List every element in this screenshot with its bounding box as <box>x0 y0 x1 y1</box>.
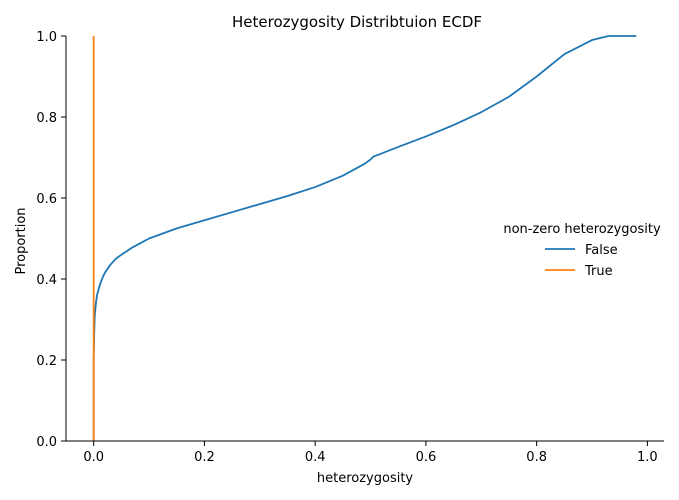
y-tick-label: 0.2 <box>36 354 57 369</box>
x-axis-label: heterozygosity <box>317 471 414 486</box>
y-tick-label: 0.8 <box>36 111 57 126</box>
y-tick-label: 1.0 <box>36 30 57 45</box>
legend-title: non-zero heterozygosity <box>503 222 661 237</box>
x-tick-label: 0.6 <box>416 450 437 465</box>
x-tick-label: 0.2 <box>194 450 215 465</box>
series-line-false <box>92 35 637 441</box>
y-ticks: 0.0 0.2 0.4 0.6 0.8 1.0 <box>36 30 66 450</box>
legend-label-true: True <box>584 264 613 279</box>
y-tick-label: 0.4 <box>36 273 57 288</box>
y-tick-label: 0.0 <box>36 435 57 450</box>
x-tick-label: 1.0 <box>637 450 658 465</box>
series-layer <box>92 35 637 441</box>
legend: non-zero heterozygosity False True <box>503 222 661 279</box>
y-tick-label: 0.6 <box>36 192 57 207</box>
chart-title: Heterozygosity Distribtuion ECDF <box>232 13 482 31</box>
x-tick-label: 0.8 <box>526 450 547 465</box>
x-tick-label: 0.4 <box>305 450 326 465</box>
x-tick-label: 0.0 <box>83 450 104 465</box>
y-axis-label: Proportion <box>14 207 29 274</box>
x-ticks: 0.0 0.2 0.4 0.6 0.8 1.0 <box>83 441 658 465</box>
legend-label-false: False <box>585 243 618 258</box>
